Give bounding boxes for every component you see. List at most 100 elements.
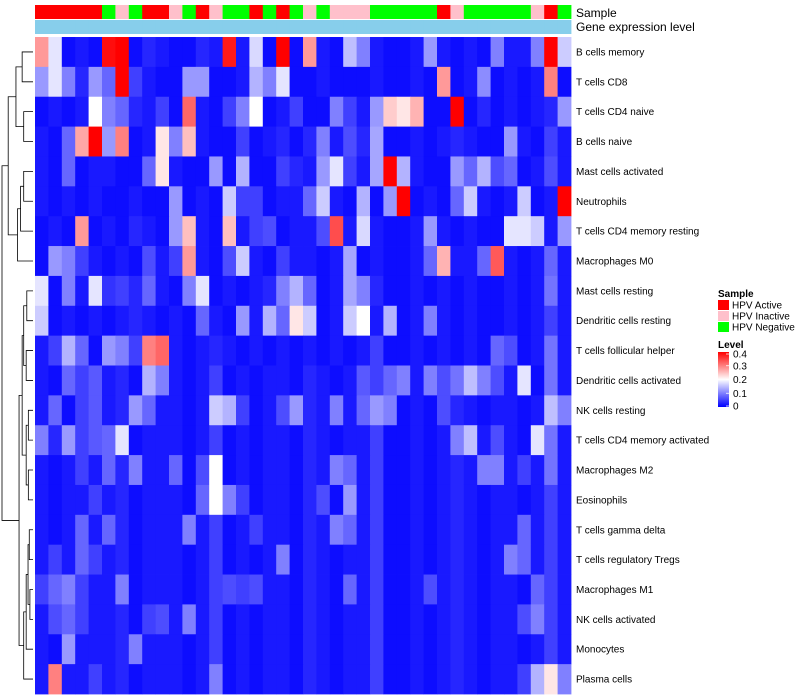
- heatmap-cell: [329, 604, 344, 635]
- heatmap-cell: [396, 66, 411, 98]
- heatmap-cell: [75, 634, 89, 665]
- heatmap-cell: [383, 664, 398, 695]
- heatmap-cell: [48, 425, 63, 456]
- heatmap-cell: [75, 484, 89, 516]
- heatmap-cell: [517, 664, 532, 695]
- heatmap-cell: [102, 246, 116, 277]
- sample-annotation-cell: [450, 5, 465, 19]
- heatmap-cell: [450, 455, 465, 486]
- sample-annotation-cell: [356, 5, 371, 19]
- heatmap-cell: [303, 544, 317, 575]
- heatmap-cell: [75, 37, 89, 68]
- heatmap-cell: [530, 484, 545, 516]
- heatmap-cell: [396, 455, 411, 486]
- heatmap-cell: [88, 186, 103, 217]
- heatmap-cell: [169, 305, 183, 337]
- sample-annotation-cell: [343, 5, 357, 19]
- heatmap-cell: [383, 634, 398, 665]
- heatmap-cell: [517, 186, 532, 217]
- sample-annotation-cell: [396, 5, 411, 19]
- heatmap-cell: [48, 186, 63, 217]
- heatmap-cell: [450, 216, 465, 247]
- heatmap-cell: [249, 574, 264, 605]
- sample-annotation-cell: [48, 5, 63, 19]
- heatmap-cell: [356, 156, 371, 187]
- heatmap-cell: [557, 365, 572, 396]
- heatmap-cell: [262, 37, 277, 68]
- row-label: Mast cells resting: [576, 286, 653, 297]
- heatmap-cell: [343, 216, 357, 247]
- heatmap-cell: [557, 604, 572, 635]
- heatmap-cell: [504, 305, 518, 337]
- heatmap-cell: [329, 186, 344, 217]
- row-label: B cells memory: [576, 47, 644, 58]
- heatmap-cell: [236, 484, 250, 516]
- heatmap-cell: [343, 305, 357, 337]
- heatmap-cell: [48, 96, 63, 127]
- heatmap-cell: [544, 335, 558, 366]
- heatmap-cell: [370, 37, 384, 68]
- heatmap-cell: [48, 37, 63, 68]
- heatmap-cell: [557, 126, 572, 157]
- heatmap-cell: [557, 186, 572, 217]
- heatmap-cell: [142, 37, 156, 68]
- heatmap-cell: [490, 514, 505, 546]
- expression-annotation-cell: [222, 20, 237, 34]
- legend-tick-label: 0.1: [733, 389, 747, 400]
- heatmap-cell: [517, 365, 532, 396]
- heatmap-cell: [236, 664, 250, 695]
- heatmap-cell: [477, 186, 491, 217]
- heatmap-cell: [88, 156, 103, 187]
- heatmap-cell: [35, 305, 49, 337]
- heatmap-cell: [155, 96, 170, 127]
- heatmap-cell: [343, 66, 357, 98]
- heatmap-cell: [463, 574, 478, 605]
- heatmap-cell: [169, 544, 183, 575]
- heatmap-cell: [88, 395, 103, 426]
- heatmap-cell: [370, 455, 384, 486]
- heatmap-cell: [530, 335, 545, 366]
- heatmap-cell: [209, 544, 223, 575]
- heatmap-cell: [329, 216, 344, 247]
- heatmap-cell: [155, 37, 170, 68]
- heatmap-cell: [236, 126, 250, 157]
- heatmap-cell: [75, 365, 89, 396]
- dendrogram-branch: [23, 611, 33, 680]
- heatmap-cell: [303, 574, 317, 605]
- heatmap-cell: [504, 216, 518, 247]
- heatmap-cell: [155, 186, 170, 217]
- heatmap-cell: [182, 66, 197, 98]
- heatmap-cell: [222, 395, 237, 426]
- heatmap-cell: [396, 275, 411, 307]
- heatmap-cell: [504, 484, 518, 516]
- legend-tick-label: 0.4: [733, 350, 747, 361]
- heatmap-cell: [544, 186, 558, 217]
- row-label: Macrophages M1: [576, 585, 654, 596]
- heatmap-cell: [262, 305, 277, 337]
- heatmap-cell: [450, 37, 465, 68]
- heatmap-cell: [182, 186, 197, 217]
- heatmap-cell: [222, 484, 237, 516]
- heatmap-cell: [477, 455, 491, 486]
- heatmap-cell: [35, 126, 49, 157]
- heatmap-cell: [370, 66, 384, 98]
- heatmap-cell: [356, 305, 371, 337]
- heatmap-cell: [504, 664, 518, 695]
- sample-annotation-bar: [35, 5, 572, 19]
- heatmap-cell: [329, 634, 344, 665]
- heatmap-cell: [222, 186, 237, 217]
- heatmap-cell: [128, 275, 143, 307]
- heatmap-cell: [102, 335, 116, 366]
- heatmap-cell: [61, 66, 76, 98]
- heatmap-cell: [437, 66, 451, 98]
- heatmap-cell: [303, 365, 317, 396]
- heatmap-cell: [289, 634, 304, 665]
- heatmap-cell: [557, 514, 572, 546]
- heatmap-cell: [222, 216, 237, 247]
- heatmap-cell: [75, 455, 89, 486]
- heatmap-cell: [262, 425, 277, 456]
- heatmap-cell: [356, 66, 371, 98]
- heatmap-cell: [410, 275, 424, 307]
- heatmap-cell: [316, 305, 331, 337]
- heatmap-cell: [544, 365, 558, 396]
